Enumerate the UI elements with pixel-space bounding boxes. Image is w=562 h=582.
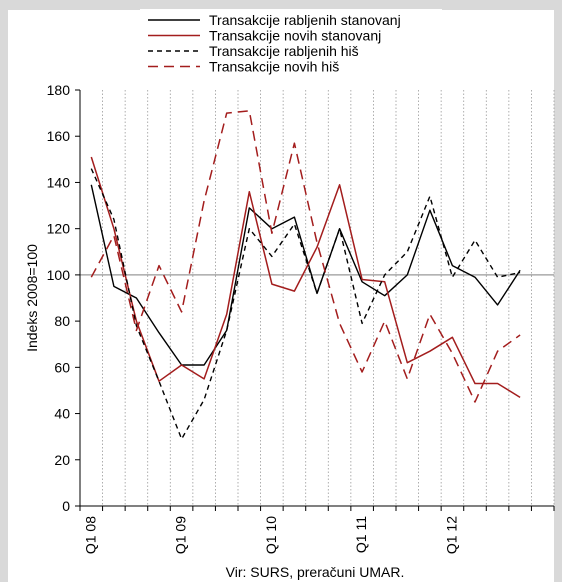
x-tick-label: Q1 09 — [173, 516, 189, 554]
y-tick-label: 140 — [47, 174, 71, 190]
series-line-3 — [90, 168, 521, 440]
series-line-4 — [90, 110, 521, 403]
y-tick-label: 20 — [54, 452, 70, 468]
y-tick-label: 180 — [47, 82, 71, 98]
label-layer: 0 20 40 60 80 100 120 140 160 180 Q1 08 Q1 09 Q1 10 Q… — [24, 82, 459, 580]
legend-label-1: Transakcije rabljenih stanovanj — [209, 12, 401, 28]
x-tick-label: Q1 12 — [443, 516, 459, 554]
y-tick-label: 0 — [62, 498, 70, 514]
chart-panel — [8, 10, 554, 582]
x-tick-label: Q1 08 — [82, 516, 98, 554]
grid-layer — [79, 90, 555, 506]
y-tick-label: 120 — [47, 221, 71, 237]
series-line-2 — [90, 156, 521, 399]
legend-background — [140, 9, 442, 81]
legend-layer: Transakcije rabljenih stanovanjTransakci… — [140, 9, 442, 81]
y-tick-label: 160 — [47, 128, 71, 144]
series-line-1 — [90, 184, 521, 366]
y-tick-label: 100 — [47, 267, 71, 283]
legend-label-4: Transakcije novih hiš — [209, 59, 339, 75]
y-tick-label: 60 — [54, 359, 70, 375]
y-axis-title: Indeks 2008=100 — [24, 244, 40, 352]
y-tick-label: 40 — [54, 406, 70, 422]
x-tick-label: Q1 10 — [263, 516, 279, 554]
x-tick-label: Q1 11 — [353, 516, 369, 553]
series-layer — [90, 110, 521, 440]
legend-label-2: Transakcije novih stanovanj — [209, 28, 381, 44]
source-note: Vir: SURS, preračuni UMAR. — [226, 564, 405, 580]
y-tick-label: 80 — [54, 313, 70, 329]
axis-layer — [75, 89, 555, 511]
legend-label-3: Transakcije rabljenih hiš — [209, 43, 359, 59]
